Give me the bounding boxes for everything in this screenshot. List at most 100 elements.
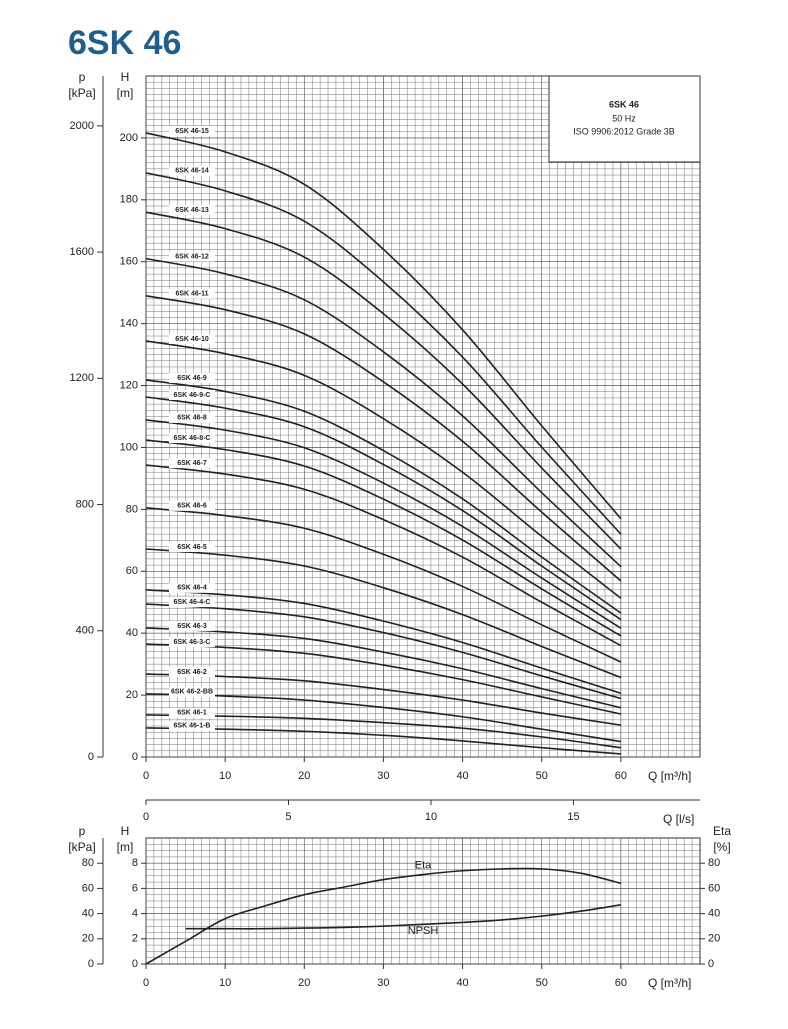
x-tick-label: 50 xyxy=(536,977,548,989)
p-tick-label: 1200 xyxy=(70,372,94,384)
x-tick-label: 60 xyxy=(615,770,627,782)
page-title: 6SK 46 xyxy=(68,24,181,62)
p-tick-label: 800 xyxy=(76,498,94,510)
curve xyxy=(145,727,621,755)
x-tick-label: 30 xyxy=(377,977,389,989)
y2-tick-label: 20 xyxy=(708,933,720,945)
curve-label-bg xyxy=(169,620,215,631)
p-tick-label: 0 xyxy=(88,751,94,763)
p-axis-unit: [kPa] xyxy=(68,840,95,854)
x-tick-label: 20 xyxy=(298,977,310,989)
curve xyxy=(185,903,621,930)
curve-label: 6SK 46-8 xyxy=(177,415,207,422)
curve-label-bg xyxy=(169,372,215,383)
x-tick-label: 40 xyxy=(456,977,468,989)
curve xyxy=(145,439,622,637)
p-axis-label: p xyxy=(79,824,86,838)
p-tick-label: 0 xyxy=(88,958,94,970)
p-tick-label: 400 xyxy=(76,625,94,637)
x-tick-label: 10 xyxy=(219,977,231,989)
x-tick-label: 50 xyxy=(536,770,548,782)
y-tick-label: 60 xyxy=(126,565,138,577)
p-tick-label: 2000 xyxy=(70,120,94,132)
y-axis-label: H xyxy=(121,70,130,84)
curve-label: 6SK 46-4 xyxy=(177,585,207,592)
curve-label-bg xyxy=(169,720,215,731)
y2-axis-unit: [%] xyxy=(713,840,730,854)
curve xyxy=(145,643,622,715)
curve xyxy=(145,379,622,614)
curve xyxy=(145,294,622,582)
curve xyxy=(145,714,621,749)
curve-label-bg xyxy=(169,251,215,262)
curve xyxy=(145,172,622,535)
x-tick-label: 0 xyxy=(143,977,149,989)
x-axis-label: Q [m³/h] xyxy=(648,769,691,783)
info-box-line: 50 Hz xyxy=(612,113,636,123)
info-box-line: ISO 9906:2012 Grade 3B xyxy=(573,126,675,136)
x-tick-label: 30 xyxy=(377,770,389,782)
curve xyxy=(145,507,622,663)
curve-label: 6SK 46-12 xyxy=(175,253,209,260)
curve-label: 6SK 46-13 xyxy=(175,207,209,214)
curve-label-bg xyxy=(169,582,215,593)
curve-label: 6SK 46-14 xyxy=(175,168,209,175)
curve-label-bg xyxy=(169,433,215,444)
y-tick-label: 100 xyxy=(120,441,138,453)
curve-label-bg xyxy=(169,667,215,678)
curve-label: 6SK 46-7 xyxy=(177,460,207,467)
curve-label-bg xyxy=(169,288,215,299)
curve xyxy=(145,867,622,965)
p-tick-label: 60 xyxy=(82,882,94,894)
curve-label-bg xyxy=(169,205,215,216)
x-tick-label: 60 xyxy=(615,977,627,989)
curve xyxy=(145,419,622,629)
p-tick-label: 20 xyxy=(82,933,94,945)
curve xyxy=(145,396,622,621)
y-axis-unit: [m] xyxy=(117,86,134,100)
curve-label-bg xyxy=(169,125,215,136)
p-tick-label: 80 xyxy=(82,857,94,869)
p-tick-label: 1600 xyxy=(70,246,94,258)
y-tick-label: 0 xyxy=(132,958,138,970)
curve xyxy=(145,548,622,679)
curve-label: NPSH xyxy=(408,925,439,937)
curve-label: 6SK 46-10 xyxy=(175,336,209,343)
p-axis-unit: [kPa] xyxy=(68,86,95,100)
p-axis-label: p xyxy=(79,70,86,84)
curve-label-bg xyxy=(169,165,215,176)
curve-label: 6SK 46-6 xyxy=(177,503,207,510)
y-axis-unit: [m] xyxy=(117,840,134,854)
curve xyxy=(145,211,622,550)
curve-label: 6SK 46-5 xyxy=(177,544,207,551)
curve-label: 6SK 46-8-C xyxy=(174,435,211,442)
curve-label-bg xyxy=(169,637,215,648)
info-box-title: 6SK 46 xyxy=(609,99,639,109)
curve xyxy=(145,603,622,700)
curve-label-bg xyxy=(169,597,215,608)
curve-label-bg xyxy=(169,686,215,697)
curve-label: 6SK 46-2-BB xyxy=(171,689,213,696)
y-tick-label: 4 xyxy=(132,908,138,920)
y-tick-label: 2 xyxy=(132,933,138,945)
curve-label: 6SK 46-1 xyxy=(177,710,207,717)
y2-tick-label: 60 xyxy=(708,882,720,894)
curve-label: Eta xyxy=(415,859,432,871)
q2-tick-label: 10 xyxy=(425,811,437,823)
y2-tick-label: 80 xyxy=(708,857,720,869)
y-tick-label: 20 xyxy=(126,689,138,701)
y-tick-label: 120 xyxy=(120,379,138,391)
q2-tick-label: 15 xyxy=(567,811,579,823)
curve-label-bg xyxy=(169,412,215,423)
curve xyxy=(145,627,622,709)
info-box xyxy=(548,75,701,163)
x-tick-label: 40 xyxy=(456,770,468,782)
x-tick-label: 10 xyxy=(219,770,231,782)
y2-axis-label: Eta xyxy=(713,824,731,838)
y-tick-label: 6 xyxy=(132,882,138,894)
q2-tick-label: 5 xyxy=(285,811,291,823)
x-tick-label: 0 xyxy=(143,770,149,782)
curve-label: 6SK 46-11 xyxy=(175,291,208,298)
curve-label-bg xyxy=(169,333,215,344)
